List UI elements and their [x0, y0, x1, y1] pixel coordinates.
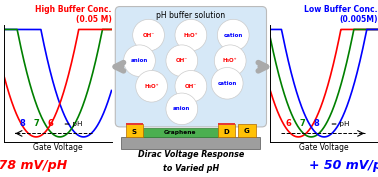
- Text: pH buffer solution: pH buffer solution: [156, 11, 225, 20]
- Text: anion: anion: [131, 58, 148, 63]
- Text: 8: 8: [19, 119, 25, 128]
- Text: H₃O⁺: H₃O⁺: [144, 84, 159, 89]
- Circle shape: [214, 45, 246, 76]
- FancyBboxPatch shape: [218, 123, 235, 125]
- Text: H₃O⁺: H₃O⁺: [184, 33, 198, 38]
- Text: Dirac Voltage Response: Dirac Voltage Response: [138, 150, 244, 159]
- FancyBboxPatch shape: [218, 124, 235, 137]
- Text: H₃O⁺: H₃O⁺: [223, 58, 237, 63]
- X-axis label: Gate Voltage: Gate Voltage: [299, 143, 349, 152]
- FancyBboxPatch shape: [126, 123, 143, 125]
- Text: S: S: [132, 129, 137, 135]
- Text: 6: 6: [286, 119, 291, 128]
- Circle shape: [175, 19, 207, 51]
- Text: – 78 mV/pH: – 78 mV/pH: [0, 159, 67, 172]
- Circle shape: [211, 67, 243, 99]
- FancyBboxPatch shape: [238, 124, 256, 137]
- FancyBboxPatch shape: [121, 137, 260, 149]
- Text: OH⁻: OH⁻: [185, 84, 197, 89]
- Text: cation: cation: [224, 33, 243, 38]
- Text: G: G: [244, 128, 250, 134]
- Text: anion: anion: [173, 106, 191, 111]
- Text: High Buffer Conc.
(0.05 M): High Buffer Conc. (0.05 M): [35, 5, 112, 24]
- Circle shape: [217, 19, 249, 51]
- FancyBboxPatch shape: [126, 124, 143, 137]
- Text: = pH: = pH: [331, 121, 349, 127]
- Text: = pH: = pH: [64, 121, 83, 127]
- Text: 7: 7: [33, 119, 39, 128]
- Text: OH⁻: OH⁻: [143, 33, 155, 38]
- Circle shape: [124, 45, 155, 76]
- Text: Low Buffer Conc.
(0.005M): Low Buffer Conc. (0.005M): [305, 5, 378, 24]
- FancyBboxPatch shape: [115, 7, 266, 127]
- FancyBboxPatch shape: [143, 128, 218, 137]
- Text: cation: cation: [218, 81, 237, 86]
- Text: Graphene: Graphene: [164, 130, 197, 135]
- Text: 7: 7: [300, 119, 305, 128]
- Text: 6: 6: [47, 119, 53, 128]
- Circle shape: [166, 45, 198, 76]
- Circle shape: [175, 70, 207, 102]
- Circle shape: [136, 70, 167, 102]
- Text: OH⁻: OH⁻: [176, 58, 188, 63]
- Text: D: D: [223, 129, 229, 135]
- Y-axis label: Drain Current: Drain Current: [260, 57, 269, 109]
- X-axis label: Gate Voltage: Gate Voltage: [33, 143, 82, 152]
- Circle shape: [166, 93, 198, 125]
- Text: to Varied pH: to Varied pH: [163, 164, 219, 173]
- Text: 8: 8: [314, 119, 319, 128]
- Text: + 50 mV/pH: + 50 mV/pH: [309, 159, 378, 172]
- Y-axis label: Drain Current: Drain Current: [0, 57, 2, 109]
- Circle shape: [133, 19, 164, 51]
